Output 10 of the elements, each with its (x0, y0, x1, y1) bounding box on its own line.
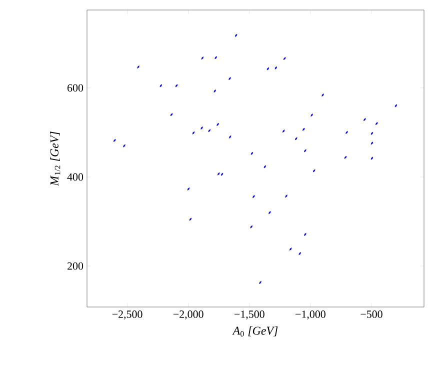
y-axis-title: M$_{1/2}$ [GeV] (50, 132, 60, 186)
y-tick-label: 400 (67, 173, 84, 181)
x-tick-label: −1,000 (296, 310, 326, 320)
y-tick-label: 600 (68, 84, 84, 92)
x-tick-label: −2,000 (173, 310, 204, 320)
x-tick-label: −1,500 (234, 310, 264, 320)
x-axis-title: A$_{0}$ [GeV] (232, 326, 278, 336)
x-tick-label: −2,500 (112, 310, 142, 320)
y-tick-label: 200 (68, 262, 84, 270)
x-tick-label: −500 (360, 310, 382, 318)
